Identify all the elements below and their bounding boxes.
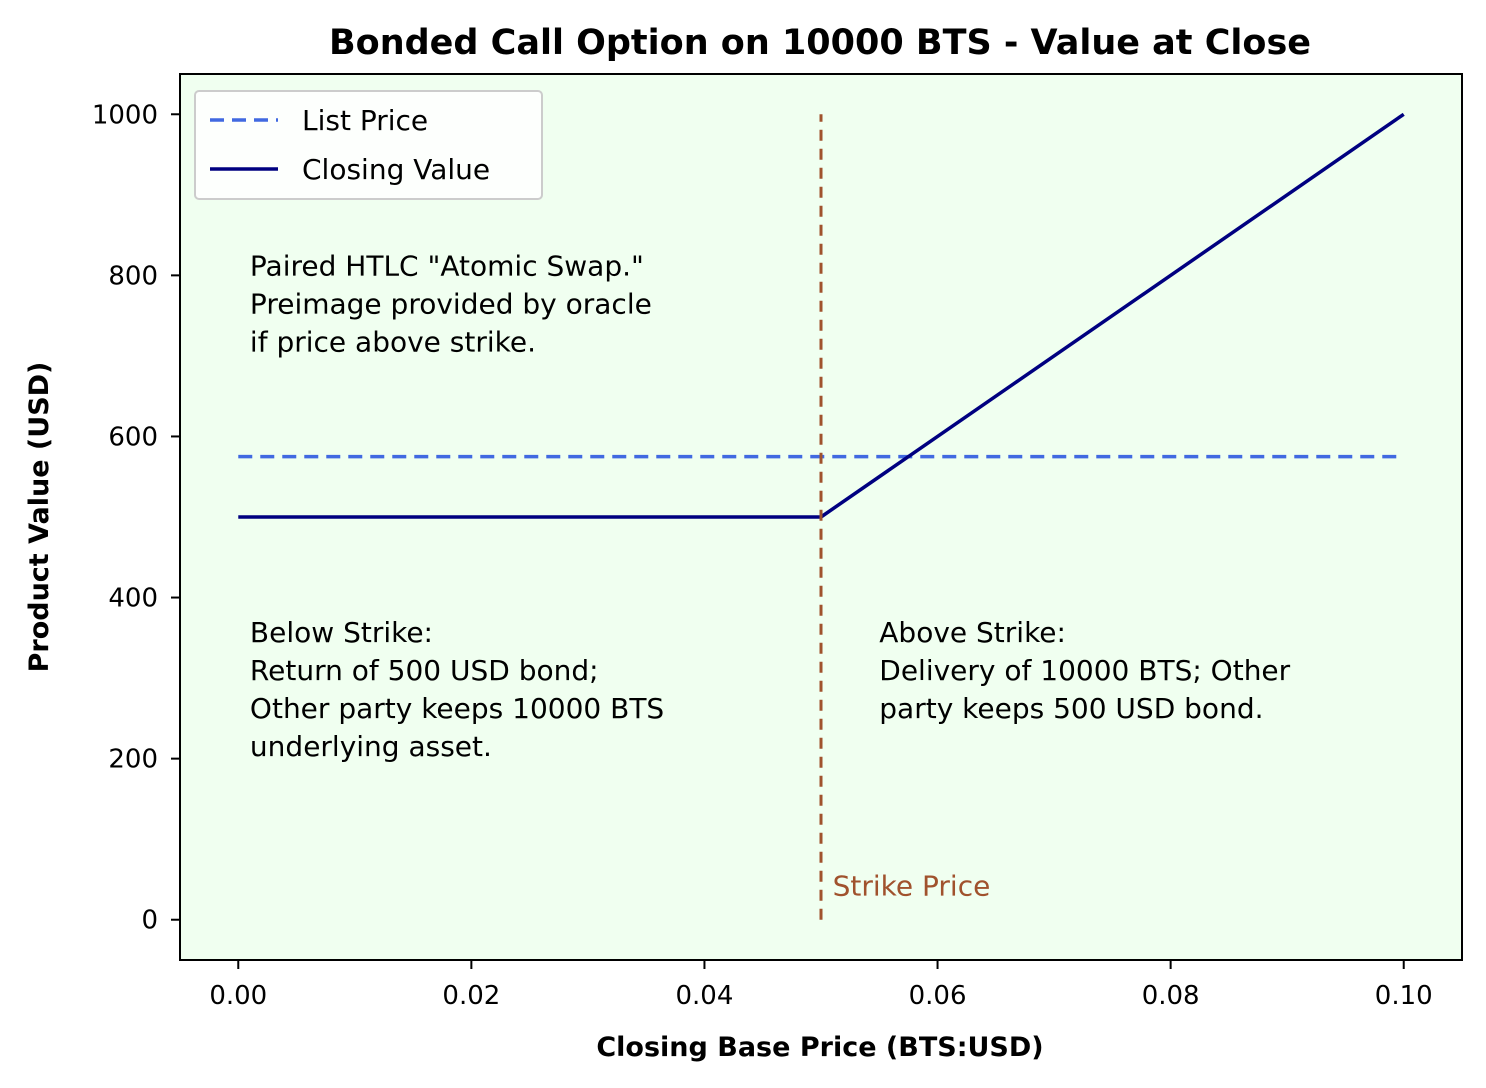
annotation-line: Above Strike: [879,616,1066,649]
y-tick-label: 600 [108,422,158,452]
legend: List Price Closing Value [194,90,543,200]
x-tick-label: 0.08 [1142,981,1200,1011]
y-tick-label: 0 [141,906,158,936]
x-tick-label: 0.00 [209,981,267,1011]
annotation-line: if price above strike. [250,325,536,358]
annotation-layer: Strike Price Paired HTLC "Atomic Swap." Pr… [250,249,1291,902]
tick-layer: 0.00 0.02 0.04 0.06 0.08 0.10 0 200 400 600 800 100… [92,100,1433,1011]
annotation-line: party keeps 500 USD bond. [879,692,1263,725]
annotation-1: Below Strike: Return of 500 USD bond; Othe… [250,616,664,763]
series-layer [238,112,1405,920]
legend-label-list-price: List Price [302,104,428,137]
y-tick-label: 200 [108,745,158,775]
annotation-line: Other party keeps 10000 BTS [250,692,664,725]
plot-frame [179,73,1463,961]
legend-box [194,90,543,200]
x-tick-label: 0.10 [1375,981,1433,1011]
strike-price-label: Strike Price [833,870,991,903]
chart-title: Bonded Call Option on 10000 BTS - Value … [329,23,1311,63]
x-tick-label: 0.02 [442,981,500,1011]
annotation-line: Delivery of 10000 BTS; Other [879,654,1290,687]
annotation-2: Above Strike: Delivery of 10000 BTS; Othe… [879,616,1290,725]
legend-label-closing-value: Closing Value [302,153,490,186]
annotation-line: Below Strike: [250,616,433,649]
annotation-line: underlying asset. [250,730,492,763]
annotation-line: Return of 500 USD bond; [250,654,599,687]
y-tick-label: 800 [108,261,158,291]
x-tick-label: 0.04 [676,981,734,1011]
y-tick-label: 400 [108,584,158,614]
annotation-line: Preimage provided by oracle [250,287,652,320]
x-tick-label: 0.06 [909,981,967,1011]
x-axis-label: Closing Base Price (BTS:USD) [596,1032,1043,1063]
annotation-line: Paired HTLC "Atomic Swap." [250,249,644,282]
annotation-0: Paired HTLC "Atomic Swap." Preimage provi… [250,249,652,358]
y-axis-label: Product Value (USD) [24,362,55,673]
y-tick-label: 1000 [92,100,158,130]
